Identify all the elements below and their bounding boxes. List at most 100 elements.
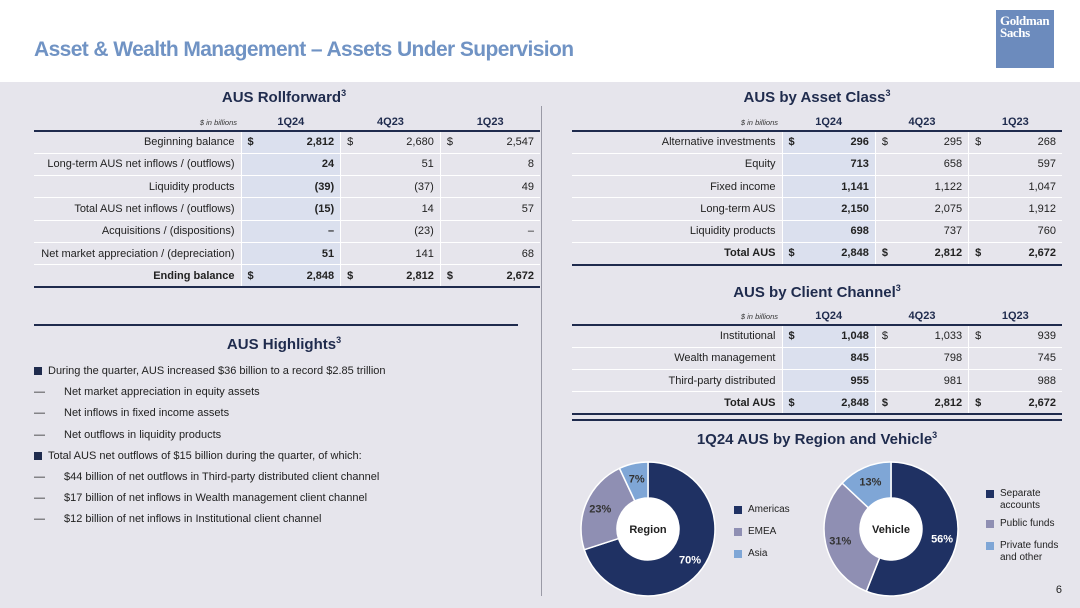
column-header: 1Q24 <box>241 114 341 132</box>
cell-value: (23) <box>358 219 441 243</box>
cell-value: 1,047 <box>986 175 1062 198</box>
vehicle-slice-label: 13% <box>859 476 881 488</box>
table-row: Liquidity products 698 737 760 <box>572 219 1062 243</box>
dollar-sign <box>781 197 800 221</box>
row-label: Net market appreciation / (depreciation) <box>34 241 241 265</box>
donuts-rule <box>572 419 1062 421</box>
cell-value: 698 <box>800 219 876 243</box>
dollar-sign: $ <box>340 264 359 289</box>
header-bar: Asset & Wealth Management – Assets Under… <box>0 0 1080 82</box>
highlight-text: $17 billion of net inflows in Wealth man… <box>64 492 368 505</box>
cell-value: 939 <box>986 324 1062 348</box>
dollar-sign <box>968 346 987 370</box>
cell-value: 2,672 <box>986 391 1062 416</box>
cell-value: 68 <box>458 241 540 265</box>
bullet-square-icon <box>34 367 42 375</box>
table-row: Alternative investments $296 $295 $268 <box>572 130 1062 154</box>
dollar-sign: $ <box>781 130 800 154</box>
row-label: Alternative investments <box>572 130 782 154</box>
region-slice-label: 70% <box>679 555 701 567</box>
region-slice-label: 23% <box>589 503 611 515</box>
cell-value: 51 <box>358 152 441 176</box>
vehicle-slice-separate-accounts <box>865 461 959 597</box>
cell-value: 295 <box>893 130 969 154</box>
row-label: Beginning balance <box>34 130 241 154</box>
row-label: Liquidity products <box>34 175 241 198</box>
dollar-sign: $ <box>781 391 800 416</box>
dollar-sign <box>968 152 987 176</box>
vehicle-center-label: Vehicle <box>872 524 910 536</box>
row-label: Total AUS <box>572 241 782 266</box>
dollar-sign: $ <box>340 130 359 154</box>
cell-value: 955 <box>800 369 876 392</box>
dollar-sign <box>874 152 894 176</box>
dollar-sign <box>439 175 459 198</box>
highlight-text: Net inflows in fixed income assets <box>64 407 230 420</box>
cell-value: 988 <box>986 369 1062 392</box>
cell-value: – <box>458 219 540 243</box>
row-label: Fixed income <box>572 175 782 198</box>
dollar-sign <box>240 241 259 265</box>
dollar-sign: $ <box>781 241 800 266</box>
dollar-sign <box>874 197 894 221</box>
dollar-sign: $ <box>874 130 894 154</box>
row-label: Third-party distributed <box>572 369 782 392</box>
rollforward-title: AUS Rollforward3 <box>221 88 347 106</box>
cell-value: 597 <box>986 152 1062 176</box>
unit-label: $ in billions <box>34 114 241 132</box>
dollar-sign <box>968 197 987 221</box>
rollforward-table: $ in billions 1Q24 4Q23 1Q23 Beginning balan… <box>34 114 540 289</box>
cell-value: 24 <box>259 152 341 176</box>
dollar-sign <box>439 152 459 176</box>
highlights-title: AUS Highlights3 <box>226 335 342 353</box>
dollar-sign <box>781 346 800 370</box>
highlight-bullet: During the quarter, AUS increased $36 bi… <box>34 364 534 385</box>
dollar-sign <box>439 197 459 221</box>
highlight-text: Total AUS net outflows of $15 billion du… <box>48 449 362 462</box>
dollar-sign <box>968 369 987 392</box>
cell-value: (37) <box>358 175 441 198</box>
dollar-sign <box>240 197 259 221</box>
table-row: Third-party distributed 955 981 988 <box>572 369 1062 392</box>
dollar-sign: $ <box>874 241 894 266</box>
region-center <box>617 498 679 560</box>
legend-swatch <box>734 528 742 536</box>
row-label: Institutional <box>572 324 782 348</box>
dollar-sign <box>240 152 259 176</box>
dollar-sign <box>240 175 259 198</box>
dollar-sign <box>439 241 459 265</box>
column-divider <box>541 106 542 596</box>
dollar-sign: $ <box>439 264 459 289</box>
dollar-sign <box>874 219 894 243</box>
bullet-square-icon <box>34 451 42 460</box>
row-label: Liquidity products <box>572 219 782 243</box>
vehicle-slice-label: 31% <box>829 535 851 547</box>
column-header: 1Q23 <box>440 114 540 132</box>
legend-swatch <box>734 506 742 514</box>
table-row: Ending balance $2,848 $2,812 $2,672 <box>34 264 540 289</box>
legend-label: Public funds <box>1000 518 1055 529</box>
logo-line1: Goldman <box>1000 13 1050 28</box>
dollar-sign <box>240 219 259 243</box>
legend-label: and other <box>1000 552 1043 563</box>
dollar-sign <box>968 175 987 198</box>
table-row: Equity 713 658 597 <box>572 152 1062 176</box>
highlight-subbullet: — Net market appreciation in equity asset… <box>34 385 534 406</box>
dollar-sign: $ <box>874 391 894 416</box>
legend-swatch <box>734 550 742 558</box>
client-channel-title: AUS by Client Channel3 <box>733 283 901 301</box>
page-number: 6 <box>1055 584 1062 596</box>
dash-icon: — <box>34 470 45 483</box>
row-label: Long-term AUS <box>572 197 782 221</box>
cell-value: 57 <box>458 197 540 221</box>
dollar-sign <box>340 152 359 176</box>
cell-value: 2,812 <box>893 391 969 416</box>
dollar-sign <box>874 346 894 370</box>
logo-line2: Sachs <box>1000 25 1030 40</box>
dollar-sign <box>874 175 894 198</box>
legend-label: Separate <box>1000 488 1041 499</box>
dash-icon: — <box>34 407 45 420</box>
dollar-sign: $ <box>874 324 894 348</box>
vehicle-slice-label: 56% <box>931 534 953 546</box>
asset-class-title: AUS by Asset Class3 <box>743 88 891 106</box>
